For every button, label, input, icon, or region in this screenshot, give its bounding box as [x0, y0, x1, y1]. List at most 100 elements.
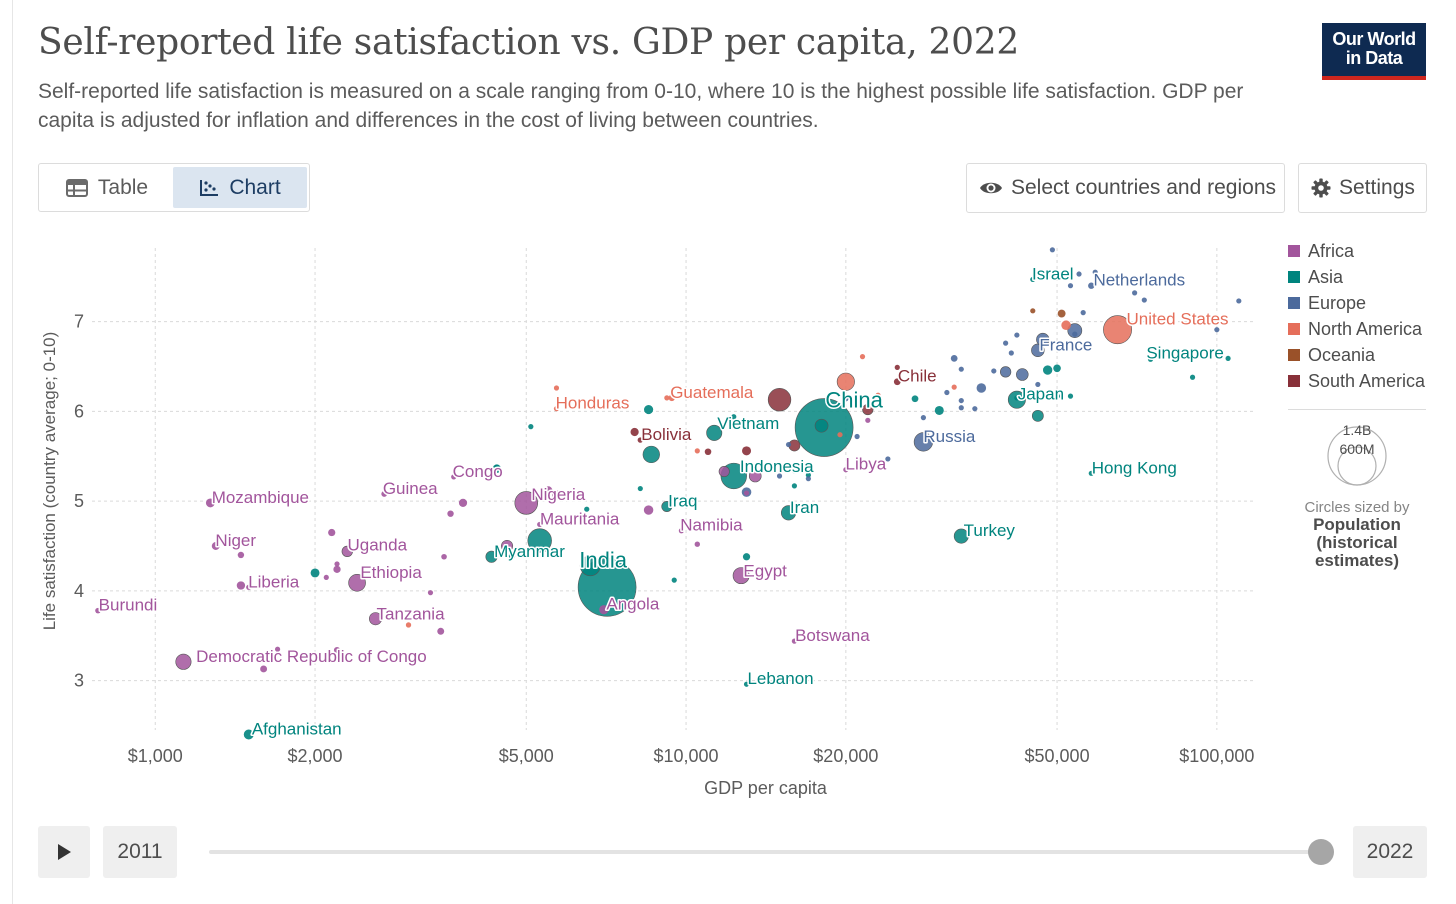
point-venezuela[interactable]: [630, 427, 639, 437]
point-thailand[interactable]: [814, 418, 829, 433]
point-brazil[interactable]: [767, 388, 792, 412]
point-azerbaijan[interactable]: [791, 483, 797, 489]
point-serbia[interactable]: [843, 396, 849, 402]
point-niger[interactable]: [211, 542, 220, 550]
point-armenia[interactable]: [791, 467, 797, 474]
timeline-track[interactable]: [209, 850, 1321, 854]
point-austria[interactable]: [1080, 310, 1086, 316]
point-myanmar[interactable]: [485, 550, 498, 563]
point-comoros[interactable]: [427, 590, 434, 596]
point-yemen[interactable]: [310, 568, 320, 578]
point-saudi-arabia[interactable]: [1043, 365, 1053, 375]
point-kazakhstan[interactable]: [911, 395, 919, 403]
point-luxembourg[interactable]: [1236, 298, 1242, 304]
select-countries-button[interactable]: Select countries and regions: [966, 163, 1285, 213]
point-jamaica[interactable]: [694, 448, 700, 454]
point-uruguay[interactable]: [894, 364, 900, 370]
point-ethiopia[interactable]: [348, 574, 366, 592]
point-tunisia[interactable]: [694, 541, 700, 547]
point-mali[interactable]: [333, 565, 341, 573]
point-mauritania[interactable]: [537, 521, 543, 528]
point-kuwait[interactable]: [1059, 393, 1065, 399]
point-nigeria[interactable]: [514, 491, 539, 515]
point-namibia[interactable]: [678, 528, 684, 534]
point-bahrain[interactable]: [1067, 393, 1074, 399]
point-south-africa[interactable]: [748, 469, 762, 483]
point-cameroon[interactable]: [458, 498, 468, 508]
point-zambia[interactable]: [437, 627, 445, 635]
point-egypt[interactable]: [732, 567, 750, 585]
point-sierra-leone[interactable]: [274, 646, 281, 652]
point-chad[interactable]: [237, 551, 245, 559]
point-slovenia[interactable]: [1008, 350, 1014, 356]
point-cote-d-ivoire[interactable]: [544, 486, 553, 495]
point-croatia[interactable]: [958, 397, 964, 404]
tab-table[interactable]: Table: [42, 167, 172, 208]
point-burundi[interactable]: [95, 607, 101, 614]
point-russia[interactable]: [913, 432, 934, 452]
point-bosnia[interactable]: [785, 441, 792, 448]
point-singapore[interactable]: [1225, 355, 1231, 362]
point-philippines[interactable]: [642, 445, 660, 464]
point-kenya[interactable]: [501, 540, 514, 552]
point-united-states[interactable]: [1103, 315, 1132, 345]
point-north-macedonia[interactable]: [805, 476, 811, 482]
point-libya[interactable]: [843, 467, 849, 473]
point-peru[interactable]: [742, 446, 752, 456]
point-tajikistan[interactable]: [494, 464, 500, 470]
point-hungary[interactable]: [958, 405, 964, 411]
point-malaysia[interactable]: [934, 405, 944, 415]
point-tanzania[interactable]: [369, 612, 383, 626]
point-angola[interactable]: [599, 605, 609, 615]
point-bolivia[interactable]: [637, 437, 643, 443]
point-gabon[interactable]: [743, 490, 750, 496]
point-laos[interactable]: [637, 485, 643, 492]
point-algeria[interactable]: [718, 465, 730, 477]
point-qatar[interactable]: [1189, 374, 1196, 380]
point-finland[interactable]: [1049, 247, 1056, 253]
point-iraq[interactable]: [661, 501, 673, 512]
point-estonia[interactable]: [991, 368, 997, 374]
point-congo[interactable]: [451, 474, 457, 480]
point-zimbabwe[interactable]: [333, 647, 341, 654]
point-poland[interactable]: [976, 383, 987, 393]
owid-logo[interactable]: Our World in Data: [1322, 23, 1426, 80]
point-malawi[interactable]: [260, 665, 268, 673]
point-pakistan[interactable]: [527, 528, 552, 553]
point-haiti[interactable]: [405, 622, 412, 628]
point-nicaragua[interactable]: [553, 385, 560, 391]
point-montenegro[interactable]: [854, 433, 860, 440]
tab-chart[interactable]: Chart: [173, 167, 307, 208]
point-australia[interactable]: [1057, 309, 1066, 318]
point-bulgaria[interactable]: [885, 456, 891, 462]
point-mauritius[interactable]: [865, 417, 871, 423]
point-switzerland[interactable]: [1141, 297, 1147, 303]
legend-item-north-america[interactable]: North America: [1288, 316, 1438, 342]
point-botswana[interactable]: [791, 638, 797, 644]
point-sweden[interactable]: [1067, 283, 1074, 289]
point-democratic-republic-of-congo[interactable]: [175, 653, 192, 670]
point-georgia[interactable]: [805, 472, 811, 478]
point-trinidad-and-tobago[interactable]: [875, 392, 881, 398]
settings-button[interactable]: Settings: [1298, 163, 1427, 213]
point-lithuania[interactable]: [1003, 340, 1009, 346]
point-netherlands[interactable]: [1088, 282, 1095, 289]
legend-item-south-america[interactable]: South America: [1288, 368, 1438, 394]
point-iran[interactable]: [780, 505, 797, 521]
point-senegal[interactable]: [447, 510, 454, 517]
point-iceland[interactable]: [1076, 271, 1082, 277]
point-spain[interactable]: [1000, 366, 1012, 378]
point-guatemala[interactable]: [668, 394, 675, 402]
legend-item-europe[interactable]: Europe: [1288, 290, 1438, 316]
point-italy[interactable]: [1016, 368, 1029, 381]
start-year-button[interactable]: 2011: [103, 826, 177, 878]
point-costa-rica[interactable]: [859, 354, 866, 360]
point-burkina-faso[interactable]: [328, 528, 336, 537]
point-greece[interactable]: [920, 415, 927, 421]
end-year-button[interactable]: 2022: [1353, 826, 1427, 878]
point-belgium[interactable]: [1072, 331, 1078, 337]
point-czechia[interactable]: [1014, 332, 1020, 338]
point-uganda[interactable]: [341, 545, 353, 557]
point-benin[interactable]: [441, 553, 447, 560]
point-uae[interactable]: [1147, 356, 1154, 362]
